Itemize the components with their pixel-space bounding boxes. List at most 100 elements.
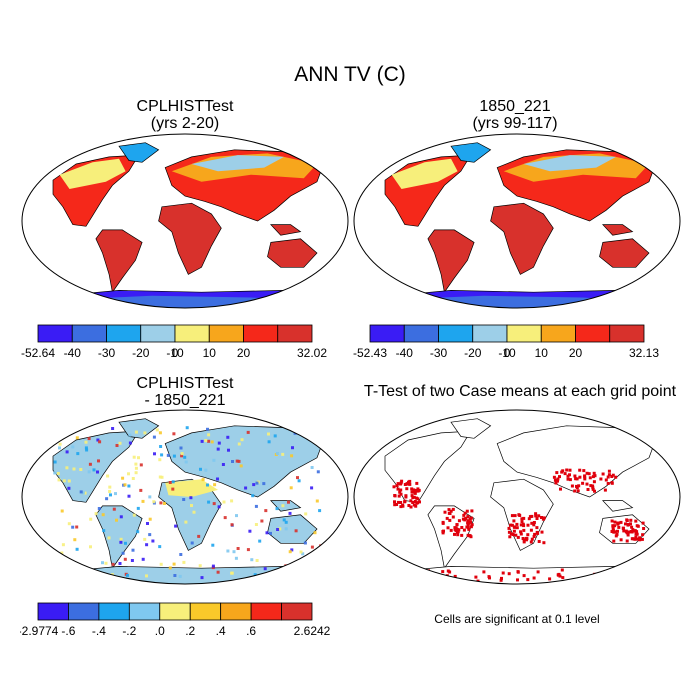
grid-cell (96, 438, 100, 442)
grid-cell (119, 540, 123, 544)
map-outline (353, 409, 681, 585)
land-africa (490, 202, 554, 275)
grid-cell (288, 550, 292, 554)
significant-cell (410, 490, 414, 494)
grid-cell (216, 570, 220, 574)
significant-cell (467, 527, 471, 531)
grid-cell (127, 472, 130, 476)
grid-cell (94, 512, 98, 516)
grid-cell (139, 463, 143, 467)
land-greenland (450, 418, 492, 439)
grid-cell (87, 470, 91, 474)
significant-cell (612, 539, 616, 543)
significant-cell (453, 579, 457, 583)
land-greenland (118, 142, 160, 163)
significant-cell (604, 478, 608, 482)
grid-cell (180, 452, 184, 456)
significant-cell (470, 523, 474, 527)
grid-cell (211, 564, 215, 568)
map-diff (21, 409, 349, 585)
significant-cell (447, 508, 451, 512)
significant-cell (446, 569, 450, 573)
significant-cell (533, 532, 537, 536)
grid-cell (217, 441, 221, 445)
significant-cell (445, 516, 449, 520)
grid-cell (72, 467, 76, 471)
significant-cell (463, 511, 467, 515)
grid-cell (303, 541, 307, 545)
significant-cell (526, 578, 530, 582)
significant-cell (606, 482, 610, 485)
significant-cell (441, 520, 445, 524)
colorbar-tick-label: -20 (132, 346, 150, 360)
grid-cell (145, 543, 149, 547)
grid-cell (136, 530, 140, 534)
grid-cell (97, 459, 100, 463)
significant-cell (501, 571, 505, 575)
grid-cell (108, 490, 112, 493)
grid-cell (313, 573, 317, 577)
grid-cell (180, 454, 184, 458)
grid-cell (134, 430, 138, 434)
colorbar-tick-label: -.4 (92, 624, 106, 638)
significant-cell (415, 501, 419, 505)
significant-cell (482, 570, 486, 574)
land-greenland (450, 142, 492, 163)
grid-cell (262, 482, 266, 486)
grid-cell (121, 551, 125, 555)
significant-cell (408, 479, 412, 483)
grid-cell (276, 528, 280, 531)
colorbar-tick-label: .4 (216, 624, 226, 638)
grid-cell (297, 479, 301, 483)
grid-cell (73, 538, 77, 542)
grid-cell (102, 529, 106, 533)
significant-cell (455, 523, 459, 527)
grid-cell (263, 567, 267, 571)
colorbar-swatch (438, 324, 474, 343)
grid-cell (207, 500, 211, 504)
significant-cell (616, 529, 619, 533)
significant-cell (529, 540, 533, 544)
significant-cell (634, 535, 638, 539)
grid-cell (255, 559, 259, 562)
significant-cell (596, 576, 600, 580)
grid-cell (81, 491, 85, 495)
significant-cell (587, 472, 591, 476)
significant-cell (417, 488, 421, 492)
significant-cell (596, 576, 599, 580)
colorbar-tick-label: 32.13 (629, 346, 659, 360)
grid-cell (290, 454, 294, 458)
significant-cell (419, 581, 423, 584)
grid-cell (294, 529, 298, 533)
significant-cell (627, 523, 630, 526)
significant-cell (398, 490, 402, 494)
significant-cell (393, 500, 396, 504)
significant-cell (406, 575, 409, 579)
grid-cell (267, 440, 271, 444)
panel-title-control: 1850_221 (yrs 99-117) (350, 98, 680, 132)
significant-cell (393, 503, 397, 507)
grid-cell (65, 450, 69, 454)
grid-cell (264, 509, 268, 513)
significant-cell (410, 487, 414, 491)
significant-cell (624, 529, 628, 533)
significant-cell (519, 532, 523, 536)
grid-cell (118, 441, 122, 445)
significant-cell (526, 533, 530, 537)
significant-cell (576, 489, 580, 493)
grid-cell (139, 488, 143, 492)
colorbar-tick-label: .6 (246, 624, 256, 638)
grid-cell (289, 486, 293, 490)
grid-cell (71, 525, 75, 529)
grid-cell (97, 507, 101, 510)
significant-cell (416, 487, 420, 491)
grid-cell (118, 562, 122, 565)
colorbar-swatch (106, 324, 142, 343)
significant-cell (532, 521, 536, 524)
significant-cell (592, 480, 596, 484)
significant-cell (443, 510, 447, 514)
grid-cell (111, 427, 115, 430)
significant-cell (512, 529, 516, 533)
significant-cell (641, 521, 645, 525)
grid-cell (158, 458, 162, 462)
